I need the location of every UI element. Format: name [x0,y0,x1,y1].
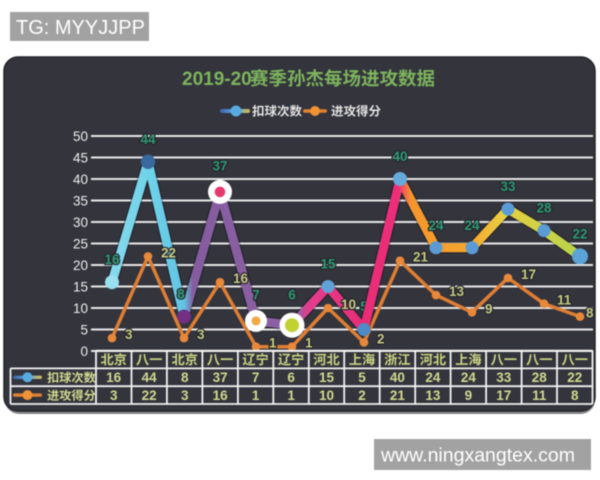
svg-text:9: 9 [485,301,493,316]
svg-text:45: 45 [73,150,88,165]
svg-text:24: 24 [425,370,441,385]
svg-text:3: 3 [197,327,205,342]
svg-text:2019-20: 2019-20 [182,69,252,90]
svg-text:33: 33 [500,179,516,194]
svg-text:2: 2 [358,388,366,403]
svg-text:21: 21 [413,250,429,265]
svg-text:1: 1 [269,336,277,351]
svg-text:44: 44 [140,132,156,147]
svg-text:28: 28 [536,201,552,216]
svg-text:22: 22 [567,370,582,385]
svg-text:0: 0 [80,344,88,359]
svg-text:15: 15 [320,257,336,272]
svg-text:8: 8 [177,287,185,302]
svg-text:15: 15 [73,279,88,294]
svg-text:5: 5 [358,370,366,385]
svg-text:8: 8 [181,370,189,385]
svg-text:17: 17 [496,388,511,403]
svg-text:25: 25 [73,236,88,251]
svg-text:13: 13 [449,284,465,299]
svg-text:24: 24 [461,370,477,385]
svg-text:5: 5 [80,322,88,337]
svg-text:6: 6 [288,288,296,303]
svg-text:5: 5 [360,299,368,314]
svg-text:1: 1 [287,388,295,403]
svg-text:2: 2 [377,331,385,346]
svg-text:11: 11 [557,293,572,308]
svg-text:37: 37 [212,158,227,173]
svg-text:1: 1 [305,336,313,351]
svg-text:10: 10 [319,388,334,403]
svg-text:7: 7 [252,370,260,385]
svg-text:28: 28 [532,370,548,385]
svg-text:6: 6 [287,370,295,385]
svg-text:44: 44 [142,370,158,385]
svg-text:17: 17 [521,267,536,282]
svg-text:33: 33 [496,370,512,385]
svg-text:40: 40 [392,149,407,164]
svg-text:15: 15 [319,370,335,385]
svg-text:www.ningxangtex.com: www.ningxangtex.com [380,445,575,467]
svg-text:1: 1 [252,388,260,403]
svg-text:16: 16 [104,252,120,267]
svg-text:35: 35 [73,193,88,208]
svg-text:3: 3 [181,388,189,403]
svg-text:40: 40 [73,172,88,187]
svg-text:24: 24 [428,218,444,233]
svg-text:3: 3 [125,327,133,342]
svg-text:9: 9 [465,388,473,403]
svg-text:30: 30 [73,215,88,230]
svg-text:10: 10 [73,301,88,316]
svg-text:3: 3 [110,388,118,403]
svg-text:10: 10 [341,297,356,312]
svg-text:13: 13 [425,388,441,403]
svg-text:40: 40 [390,370,405,385]
svg-text:16: 16 [233,271,249,286]
svg-text:37: 37 [213,370,228,385]
svg-text:22: 22 [142,388,157,403]
svg-text:22: 22 [161,245,176,260]
svg-text:20: 20 [73,258,88,273]
svg-text:16: 16 [106,370,122,385]
svg-text:16: 16 [213,388,229,403]
svg-text:50: 50 [73,129,88,144]
svg-text:7: 7 [252,287,260,302]
svg-text:21: 21 [390,388,406,403]
svg-text:11: 11 [532,388,547,403]
svg-text:TG: MYYJJPP: TG: MYYJJPP [16,17,145,39]
svg-text:24: 24 [464,218,480,233]
svg-text:22: 22 [572,226,587,241]
svg-text:8: 8 [571,388,579,403]
svg-text:8: 8 [586,306,594,321]
